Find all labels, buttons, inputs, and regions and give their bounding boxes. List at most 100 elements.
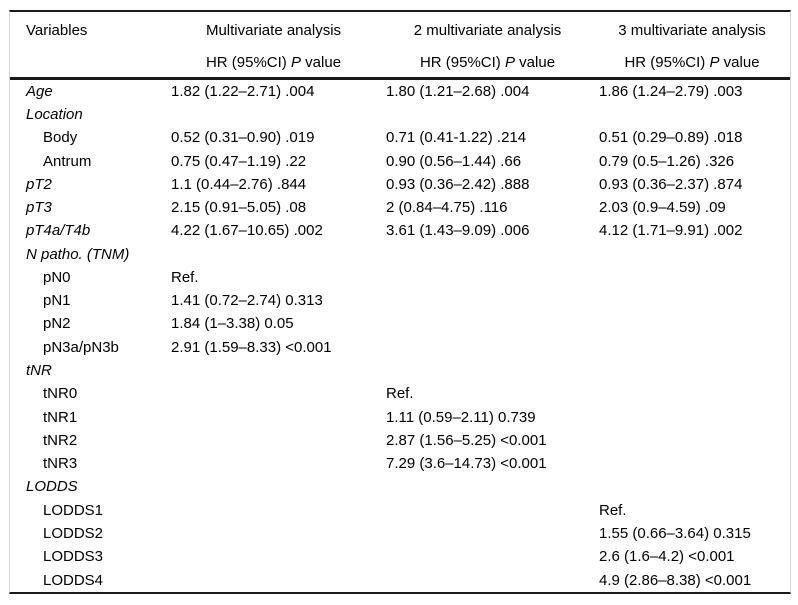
row-label: LODDS2 bbox=[43, 525, 104, 543]
cell-analysis-2: 0.93 (0.36–2.42) .888 bbox=[386, 175, 530, 193]
cell-analysis-1: 1.84 (1–3.38) 0.05 bbox=[171, 315, 294, 333]
cell-analysis-1: 4.22 (1.67–10.65) .002 bbox=[171, 222, 323, 240]
table-row: Antrum 0.75 (0.47–1.19) .22 0.90 (0.56–1… bbox=[10, 149, 790, 172]
cell-analysis-3 bbox=[594, 336, 790, 359]
row-label: LODDS1 bbox=[43, 501, 104, 519]
row-label: pT2 bbox=[26, 175, 52, 193]
table-body: Age 1.82 (1.22–2.71) .004 1.80 (1.21–2.6… bbox=[10, 78, 790, 592]
subheader-hr-1: HR (95%CI) P value bbox=[166, 48, 381, 80]
subheader-hr-3: HR (95%CI) P value bbox=[594, 48, 790, 80]
cell-analysis-1: 1.41 (0.72–2.74) 0.313 bbox=[171, 292, 323, 310]
table-row: LODDS1 Ref. bbox=[10, 499, 790, 522]
cell-analysis-1 bbox=[166, 499, 381, 522]
cell-analysis-1 bbox=[166, 452, 381, 475]
table-row: pT2 1.1 (0.44–2.76) .844 0.93 (0.36–2.42… bbox=[10, 173, 790, 196]
table-row: pN1 1.41 (0.72–2.74) 0.313 bbox=[10, 289, 790, 312]
cell-analysis-3 bbox=[594, 289, 790, 312]
table-header: Variables Multivariate analysis 2 multiv… bbox=[10, 12, 790, 80]
row-label: pT4a/T4b bbox=[26, 222, 91, 240]
table-row: N patho. (TNM) bbox=[10, 243, 790, 266]
row-label: Location bbox=[26, 105, 83, 123]
cell-analysis-1 bbox=[166, 475, 381, 498]
cell-analysis-2: 7.29 (3.6–14.73) <0.001 bbox=[386, 455, 547, 473]
cell-analysis-2 bbox=[381, 359, 594, 382]
value-label: value bbox=[519, 53, 556, 71]
results-table-frame: Variables Multivariate analysis 2 multiv… bbox=[9, 10, 791, 594]
cell-analysis-2: 0.71 (0.41-1.22) .214 bbox=[386, 129, 527, 147]
hr-ci-label: HR (95%CI) bbox=[419, 53, 501, 71]
table-row: pT4a/T4b 4.22 (1.67–10.65) .002 3.61 (1.… bbox=[10, 219, 790, 242]
column-header-multivariate-1: Multivariate analysis bbox=[205, 21, 342, 39]
row-label: tNR0 bbox=[43, 385, 78, 403]
row-label: Age bbox=[26, 82, 53, 100]
cell-analysis-2 bbox=[381, 289, 594, 312]
hr-ci-label: HR (95%CI) bbox=[624, 53, 706, 71]
cell-analysis-3 bbox=[594, 312, 790, 335]
cell-analysis-3: 0.93 (0.36–2.37) .874 bbox=[599, 175, 743, 193]
cell-analysis-2 bbox=[381, 522, 594, 545]
cell-analysis-3 bbox=[594, 382, 790, 405]
cell-analysis-2 bbox=[381, 312, 594, 335]
row-label: Body bbox=[43, 129, 78, 147]
table-row: Age 1.82 (1.22–2.71) .004 1.80 (1.21–2.6… bbox=[10, 78, 790, 103]
results-table: Variables Multivariate analysis 2 multiv… bbox=[10, 12, 790, 592]
row-label: LODDS bbox=[26, 478, 78, 496]
cell-analysis-3: 2.03 (0.9–4.59) .09 bbox=[599, 199, 726, 217]
cell-analysis-2 bbox=[381, 103, 594, 126]
table-row: tNR1 1.11 (0.59–2.11) 0.739 bbox=[10, 405, 790, 428]
value-label: value bbox=[305, 53, 342, 71]
cell-analysis-3: 4.12 (1.71–9.91) .002 bbox=[599, 222, 743, 240]
table-row: tNR2 2.87 (1.56–5.25) <0.001 bbox=[10, 429, 790, 452]
row-label: pN3a/pN3b bbox=[43, 338, 119, 356]
cell-analysis-2 bbox=[381, 545, 594, 568]
row-label: Antrum bbox=[43, 152, 92, 170]
cell-analysis-2: 3.61 (1.43–9.09) .006 bbox=[386, 222, 530, 240]
cell-analysis-1 bbox=[166, 382, 381, 405]
cell-analysis-1 bbox=[166, 545, 381, 568]
row-label: LODDS3 bbox=[43, 548, 104, 566]
cell-analysis-1 bbox=[166, 243, 381, 266]
subheader-empty bbox=[10, 48, 166, 80]
p-label: P bbox=[709, 53, 720, 71]
cell-analysis-1 bbox=[166, 359, 381, 382]
cell-analysis-3 bbox=[594, 475, 790, 498]
column-header-multivariate-2: 2 multivariate analysis bbox=[413, 21, 562, 39]
table-row: pN2 1.84 (1–3.38) 0.05 bbox=[10, 312, 790, 335]
cell-analysis-2: Ref. bbox=[386, 385, 414, 403]
cell-analysis-3: 0.51 (0.29–0.89) .018 bbox=[599, 129, 743, 147]
cell-analysis-1 bbox=[166, 103, 381, 126]
cell-analysis-2: 1.11 (0.59–2.11) 0.739 bbox=[386, 408, 536, 426]
row-label: tNR bbox=[26, 362, 52, 380]
row-label: pN2 bbox=[43, 315, 71, 333]
cell-analysis-2: 2.87 (1.56–5.25) <0.001 bbox=[386, 431, 547, 449]
table-row: LODDS bbox=[10, 475, 790, 498]
header-row-hr-pvalue: HR (95%CI) P value HR (95%CI) P value HR… bbox=[10, 48, 790, 80]
cell-analysis-3: 1.55 (0.66–3.64) 0.315 bbox=[599, 525, 751, 543]
cell-analysis-3: 2.6 (1.6–4.2) <0.001 bbox=[599, 548, 735, 566]
table-row: LODDS3 2.6 (1.6–4.2) <0.001 bbox=[10, 545, 790, 568]
cell-analysis-3 bbox=[594, 266, 790, 289]
cell-analysis-3 bbox=[594, 103, 790, 126]
cell-analysis-3 bbox=[594, 429, 790, 452]
cell-analysis-2 bbox=[381, 243, 594, 266]
cell-analysis-3 bbox=[594, 405, 790, 428]
table-row: LODDS2 1.55 (0.66–3.64) 0.315 bbox=[10, 522, 790, 545]
cell-analysis-1: Ref. bbox=[171, 268, 199, 286]
cell-analysis-3 bbox=[594, 243, 790, 266]
cell-analysis-1 bbox=[166, 429, 381, 452]
cell-analysis-2 bbox=[381, 336, 594, 359]
cell-analysis-2: 1.80 (1.21–2.68) .004 bbox=[386, 82, 530, 100]
cell-analysis-1 bbox=[166, 522, 381, 545]
cell-analysis-1: 1.82 (1.22–2.71) .004 bbox=[171, 82, 315, 100]
cell-analysis-1: 1.1 (0.44–2.76) .844 bbox=[171, 175, 307, 193]
row-label: tNR1 bbox=[43, 408, 78, 426]
cell-analysis-3 bbox=[594, 452, 790, 475]
cell-analysis-3: Ref. bbox=[599, 501, 627, 519]
table-row: tNR0 Ref. bbox=[10, 382, 790, 405]
cell-analysis-3: 4.9 (2.86–8.38) <0.001 bbox=[599, 571, 752, 589]
row-label: LODDS4 bbox=[43, 571, 104, 589]
row-label: pT3 bbox=[26, 199, 52, 217]
row-label: tNR2 bbox=[43, 431, 78, 449]
row-label: pN1 bbox=[43, 292, 71, 310]
cell-analysis-2 bbox=[381, 475, 594, 498]
